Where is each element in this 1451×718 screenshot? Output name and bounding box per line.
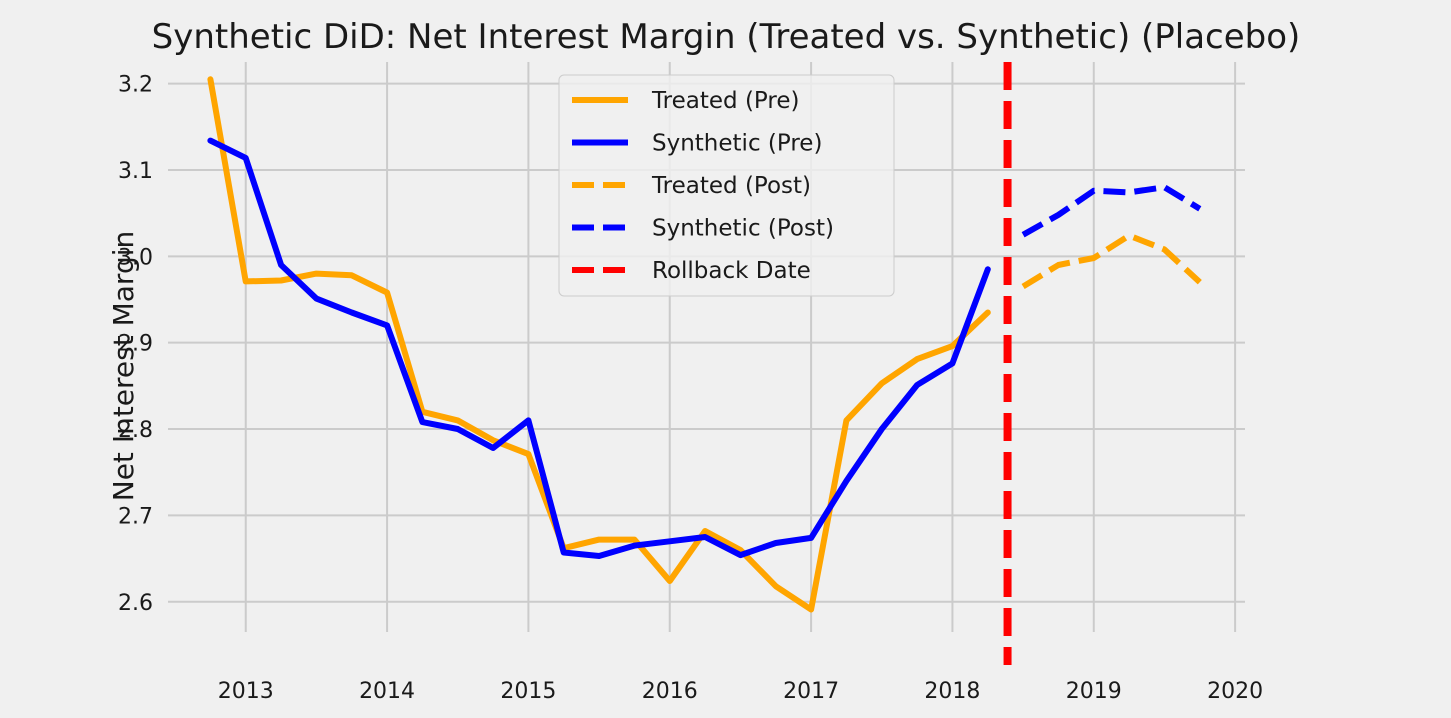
- y-tick-label: 2.6: [118, 591, 153, 616]
- x-tick-label: 2020: [1207, 679, 1263, 704]
- series-line-treated-post: [1021, 232, 1202, 290]
- x-tick-label: 2015: [500, 679, 556, 704]
- series-line-synthetic-post: [1021, 184, 1202, 238]
- legend-label: Treated (Pre): [651, 88, 799, 114]
- x-tick-label: 2019: [1066, 679, 1122, 704]
- y-tick-label: 3.0: [118, 245, 153, 270]
- legend-label: Treated (Post): [651, 173, 811, 199]
- legend-box: [558, 74, 895, 297]
- x-tick-label: 2017: [783, 679, 839, 704]
- x-tick-label: 2014: [359, 679, 415, 704]
- x-tick-label: 2016: [642, 679, 698, 704]
- x-tick-label: 2018: [924, 679, 980, 704]
- y-tick-label: 2.7: [118, 504, 153, 529]
- plot-area: [207, 62, 1202, 665]
- y-tick-label: 3.2: [118, 73, 153, 98]
- y-axis-label: Net Interest Margin: [107, 231, 140, 501]
- x-tick-label: 2013: [218, 679, 274, 704]
- legend: Treated (Pre) Synthetic (Pre) Treated (Pos…: [558, 74, 895, 297]
- chart-title: Synthetic DiD: Net Interest Margin (Trea…: [152, 17, 1301, 57]
- y-tick-label: 2.8: [118, 418, 153, 443]
- y-tick-label: 2.9: [118, 332, 153, 357]
- legend-label: Synthetic (Pre): [652, 131, 822, 157]
- series-line-treated-pre: [207, 76, 991, 613]
- x-axis-ticks: 2013 2014 2015 2016 2017 2018 2019 2020: [218, 679, 1263, 704]
- legend-label: Synthetic (Post): [652, 216, 834, 242]
- y-axis-ticks: 2.6 2.7 2.8 2.9 3.0 3.1 3.2: [118, 73, 153, 616]
- series-line-synthetic-pre: [207, 137, 991, 559]
- legend-label: Rollback Date: [652, 258, 811, 284]
- y-tick-label: 3.1: [118, 159, 153, 184]
